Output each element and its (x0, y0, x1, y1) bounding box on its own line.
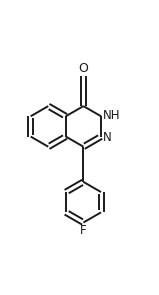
Text: N: N (103, 131, 112, 144)
Text: NH: NH (103, 109, 121, 122)
Text: F: F (80, 224, 87, 237)
Text: O: O (79, 63, 88, 76)
